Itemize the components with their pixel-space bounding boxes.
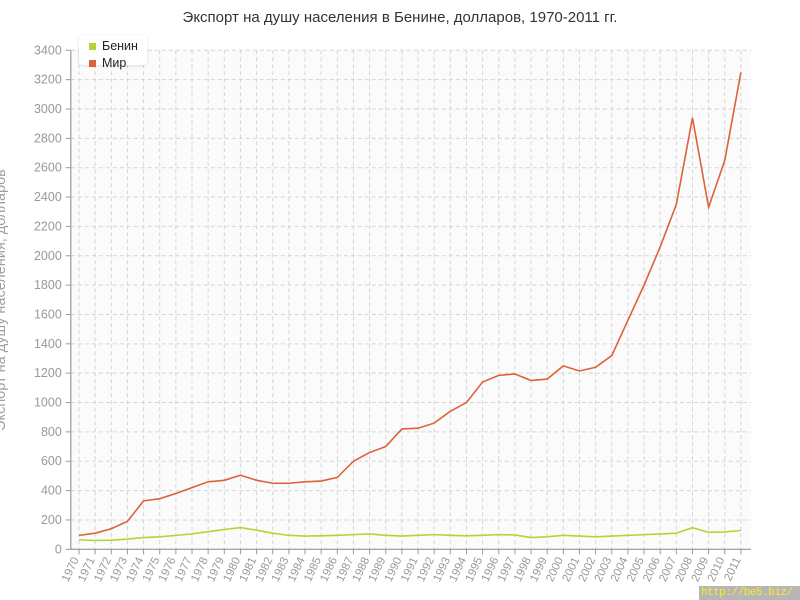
svg-text:1400: 1400 [34,337,62,351]
svg-text:1200: 1200 [34,366,62,380]
svg-text:1600: 1600 [34,307,62,321]
svg-text:600: 600 [41,454,62,468]
svg-text:400: 400 [41,484,62,498]
svg-text:3200: 3200 [34,73,62,87]
svg-text:0: 0 [55,542,62,556]
svg-text:3000: 3000 [34,102,62,116]
svg-text:2600: 2600 [34,161,62,175]
svg-text:200: 200 [41,513,62,527]
svg-text:2200: 2200 [34,219,62,233]
svg-text:2400: 2400 [34,190,62,204]
svg-text:2000: 2000 [34,249,62,263]
svg-text:800: 800 [41,425,62,439]
svg-text:1000: 1000 [34,396,62,410]
svg-text:1800: 1800 [34,278,62,292]
svg-text:2011: 2011 [722,555,743,582]
svg-text:2800: 2800 [34,131,62,145]
svg-text:3400: 3400 [34,43,62,57]
